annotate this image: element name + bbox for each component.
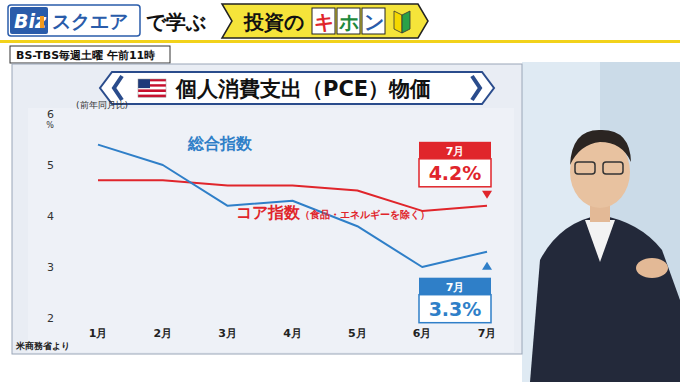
- y-tick-label: 6: [47, 108, 54, 121]
- canvas: Bizスクエアで学ぶ 投資のキホン BS-TBS毎週土曜 午前11時個人消費支出（P…: [0, 0, 680, 382]
- series-line: [98, 145, 487, 267]
- series-name: 総合指数: [187, 134, 253, 153]
- studio-bg: [522, 62, 680, 382]
- callout: 7月 4.2%: [419, 142, 492, 199]
- char-box: [312, 8, 335, 34]
- tagline: で学ぶ: [146, 10, 206, 34]
- x-tick-label: 4月: [283, 327, 302, 340]
- presenter-shirt: [585, 220, 615, 262]
- logo-frame: [8, 5, 140, 36]
- callout-head: [419, 278, 491, 295]
- series-char: キ: [314, 10, 334, 34]
- broadcast: BS-TBS毎週土曜 午前11時: [16, 49, 155, 62]
- y-unit: %: [46, 121, 54, 130]
- lines: [98, 145, 487, 267]
- flag: [138, 79, 166, 97]
- series-label: 総合指数: [187, 134, 253, 153]
- broadcast-box: [10, 46, 170, 63]
- presenter-hair: [570, 130, 631, 165]
- series-title: 投資の: [243, 10, 304, 34]
- char-box: [337, 8, 360, 34]
- series-name: コア指数: [236, 203, 301, 222]
- callout: 7月 3.3%: [419, 262, 492, 323]
- callout-body: [419, 159, 491, 187]
- title-chevron: [114, 76, 122, 100]
- callout-body: [419, 295, 491, 323]
- presenter-glasses: [575, 162, 595, 174]
- callout-pointer: [482, 262, 492, 270]
- logo-box: [10, 7, 48, 34]
- y-tick-label: 4: [47, 210, 54, 223]
- flag-stripe: [138, 92, 166, 95]
- callout-head: [419, 142, 491, 159]
- title-box: [100, 72, 494, 104]
- callout-category: 7月: [446, 145, 465, 158]
- y-tick-label: 5: [47, 159, 54, 172]
- panel-bg: [12, 64, 522, 354]
- logo-b: スクエア: [52, 10, 128, 32]
- x-tick-label: 3月: [218, 327, 237, 340]
- chart-title: 個人消費支出（PCE）物価: [175, 77, 431, 101]
- leaf-mark: [402, 11, 410, 33]
- y-tick-label: 3: [47, 261, 54, 274]
- flag-stripe: [138, 89, 166, 92]
- callout-category: 7月: [446, 281, 465, 294]
- series-box: [222, 4, 428, 38]
- series-subname: （食品・エネルギーを除く）: [300, 209, 430, 221]
- x-tick-label: 5月: [348, 327, 367, 340]
- presenter-hand: [636, 258, 668, 278]
- series-char: ン: [364, 10, 384, 34]
- banner-bg: [0, 0, 680, 42]
- presenter-glasses: [603, 162, 623, 174]
- x-tick-label: 1月: [89, 327, 108, 340]
- data-label: 3.3%: [429, 298, 482, 320]
- callout-pointer: [482, 191, 492, 199]
- leaf-mark: [394, 11, 402, 33]
- char-box: [362, 8, 385, 34]
- title-chevron: [472, 76, 480, 100]
- flag-canton: [138, 79, 150, 88]
- banner-line: [0, 40, 680, 43]
- source: 米商務省より: [15, 341, 70, 351]
- series-label: コア指数（食品・エネルギーを除く）: [236, 203, 430, 222]
- logo-a: Biz: [14, 10, 47, 32]
- plot-bg: [28, 108, 514, 352]
- y-tick-label: 2: [47, 312, 54, 325]
- page: {"header": {"logo_a": "Biz", "logo_b": "…: [0, 0, 680, 382]
- flag-frame: [138, 79, 166, 97]
- logo-icon: [40, 16, 44, 28]
- x-tick-label: 6月: [413, 327, 432, 340]
- data-label: 4.2%: [429, 162, 482, 184]
- presenter-suit: [530, 215, 680, 382]
- y-label: (前年同月比): [76, 100, 128, 110]
- series-char: ホ: [338, 10, 359, 34]
- x-tick-label: 2月: [154, 327, 173, 340]
- x-tick-label: 7月: [478, 327, 497, 340]
- flag-stripe: [138, 95, 166, 98]
